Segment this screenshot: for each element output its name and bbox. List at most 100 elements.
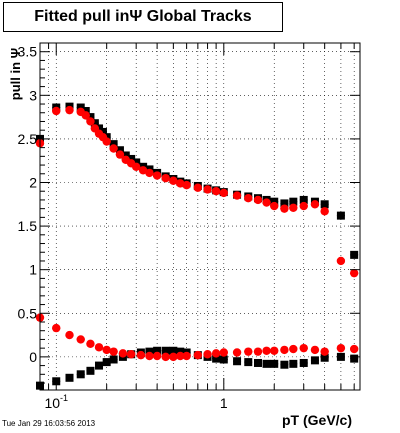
data-point bbox=[145, 168, 154, 178]
timestamp: Tue Jan 29 16:03:56 2013 bbox=[2, 419, 96, 428]
y-axis-title: pull in Ψ bbox=[8, 47, 23, 101]
x-tick-label: 10-1 bbox=[44, 393, 68, 411]
data-point bbox=[320, 353, 329, 362]
data-point bbox=[102, 345, 111, 355]
data-point bbox=[289, 344, 298, 354]
data-point bbox=[320, 200, 329, 209]
data-point bbox=[270, 346, 279, 355]
data-point bbox=[161, 346, 170, 355]
data-point bbox=[336, 256, 346, 266]
data-point bbox=[193, 183, 203, 192]
data-point bbox=[109, 140, 118, 149]
y-tick-label: 3 bbox=[29, 87, 37, 103]
data-point bbox=[289, 359, 298, 368]
data-point bbox=[52, 106, 61, 116]
data-point bbox=[109, 144, 118, 153]
data-point bbox=[182, 180, 191, 190]
data-point bbox=[109, 347, 118, 356]
data-point bbox=[152, 171, 162, 180]
data-point bbox=[132, 158, 141, 167]
data-point bbox=[310, 345, 320, 355]
data-point bbox=[145, 351, 154, 361]
data-point bbox=[115, 150, 125, 159]
data-point bbox=[86, 366, 95, 375]
data-point bbox=[349, 344, 359, 354]
data-point bbox=[138, 166, 148, 175]
y-tick-label: 0 bbox=[29, 349, 37, 365]
data-point bbox=[127, 154, 136, 163]
data-point bbox=[336, 343, 346, 353]
data-point bbox=[211, 349, 221, 358]
plot-frame bbox=[39, 42, 361, 391]
chart-axes: 0 0.5 1 1.5 2 2.5 3 3.5 10-1 1 bbox=[18, 43, 360, 411]
data-point bbox=[169, 176, 178, 185]
data-point bbox=[65, 330, 74, 340]
data-point bbox=[94, 343, 104, 352]
y-tick-label: 1.5 bbox=[18, 218, 38, 234]
data-point bbox=[126, 350, 136, 359]
data-point bbox=[76, 335, 85, 344]
y-tick-label: 2 bbox=[29, 174, 37, 190]
data-point bbox=[244, 193, 253, 203]
data-point bbox=[262, 198, 271, 207]
data-point bbox=[203, 185, 212, 194]
data-point bbox=[161, 173, 170, 183]
data-point bbox=[289, 203, 298, 212]
data-point bbox=[270, 197, 279, 206]
data-point bbox=[169, 352, 178, 362]
data-point bbox=[86, 117, 95, 126]
data-point bbox=[169, 346, 178, 355]
series-0 bbox=[36, 102, 359, 259]
data-point bbox=[153, 346, 162, 355]
chart-series bbox=[35, 102, 359, 390]
data-point bbox=[145, 347, 154, 356]
data-point bbox=[193, 350, 203, 360]
x-tick-label: 1 bbox=[220, 395, 228, 411]
data-point bbox=[211, 187, 221, 196]
data-point bbox=[131, 162, 141, 172]
data-point bbox=[212, 354, 221, 363]
data-point bbox=[90, 119, 99, 128]
data-point bbox=[349, 268, 359, 278]
data-point bbox=[65, 373, 74, 382]
data-point bbox=[310, 356, 319, 365]
data-point bbox=[350, 250, 359, 259]
data-point bbox=[86, 339, 95, 348]
data-point bbox=[253, 347, 263, 356]
y-tick-label: 0.5 bbox=[18, 305, 38, 321]
data-point bbox=[299, 201, 308, 211]
data-point bbox=[203, 350, 212, 359]
data-point bbox=[161, 352, 170, 362]
chart-title: Fitted pull inΨ Global Tracks bbox=[3, 2, 283, 32]
data-point bbox=[95, 361, 104, 370]
data-point bbox=[310, 200, 320, 209]
data-point bbox=[65, 105, 74, 115]
data-point bbox=[280, 204, 289, 213]
data-point bbox=[244, 347, 253, 356]
data-point bbox=[219, 355, 228, 364]
data-point bbox=[350, 354, 359, 363]
data-point bbox=[280, 345, 289, 355]
data-point bbox=[244, 358, 253, 367]
series-1 bbox=[35, 105, 359, 278]
chart-grid bbox=[39, 43, 360, 390]
data-point bbox=[233, 357, 242, 366]
y-tick-label: 2.5 bbox=[18, 131, 38, 147]
data-point bbox=[102, 137, 111, 146]
data-point bbox=[81, 111, 90, 120]
data-point bbox=[81, 107, 90, 116]
data-point bbox=[152, 351, 162, 361]
data-point bbox=[280, 199, 289, 208]
data-point bbox=[262, 346, 271, 355]
data-point bbox=[219, 188, 228, 198]
data-point bbox=[102, 358, 111, 367]
y-tick-label: 3.5 bbox=[18, 44, 38, 60]
data-point bbox=[76, 103, 85, 112]
data-point bbox=[299, 195, 308, 204]
data-point bbox=[86, 113, 95, 122]
x-axis-title: pT (GeV/c) bbox=[282, 412, 353, 428]
data-point bbox=[136, 350, 146, 360]
data-point bbox=[320, 207, 329, 216]
data-point bbox=[176, 351, 185, 361]
